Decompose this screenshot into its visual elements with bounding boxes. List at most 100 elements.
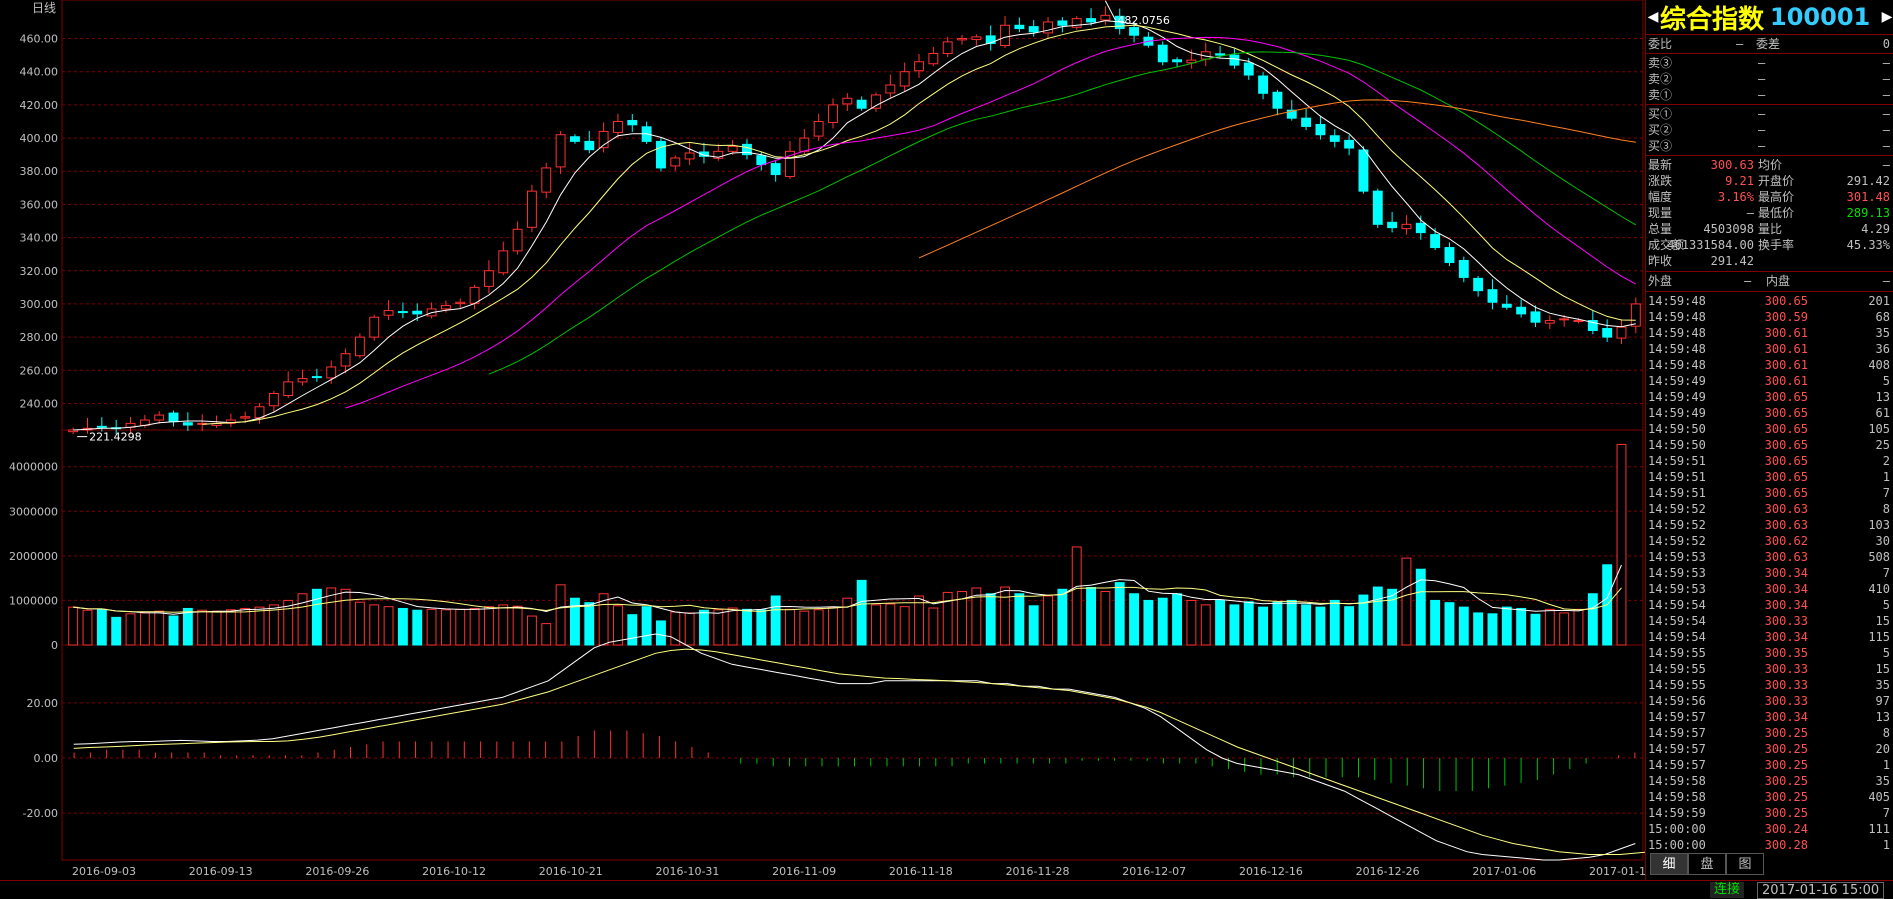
tick-price: 300.33 xyxy=(1764,678,1808,692)
tick-price: 300.34 xyxy=(1764,566,1808,580)
tick-volume: 13 xyxy=(1875,710,1890,724)
next-stock-arrow-icon[interactable]: ▶ xyxy=(1881,9,1893,25)
tick-volume: 103 xyxy=(1868,518,1890,532)
volume-bar xyxy=(1516,607,1527,646)
kline-chart-area[interactable]: 日线 240.00 260.00 280.00 300.00 320.00 340.00 36… xyxy=(0,0,1645,880)
price-tick-label: 300.00 xyxy=(20,298,59,311)
tick-time: 14:59:48 xyxy=(1648,310,1706,324)
volume-bar xyxy=(383,606,394,646)
stock-title-bar: ◀ 综合指数 100001 ▶ xyxy=(1646,0,1893,35)
volume-bar xyxy=(96,608,107,646)
connection-status[interactable]: 连接 xyxy=(1710,882,1745,898)
tick-time: 14:59:51 xyxy=(1648,454,1706,468)
candle-body xyxy=(1430,234,1441,249)
bid-level-price: — xyxy=(1758,107,1766,121)
stat-value: 3.16% xyxy=(1717,190,1754,204)
candle-body xyxy=(727,145,738,152)
neipan-value: — xyxy=(1882,274,1890,288)
weibi-label: 委比 xyxy=(1648,37,1673,51)
volume-bar xyxy=(914,595,924,646)
tab-chart[interactable]: 图 xyxy=(1726,853,1764,875)
tick-row: 14:59:53 300.34 410 xyxy=(1646,581,1893,597)
tick-volume: 410 xyxy=(1868,582,1890,596)
tick-price: 300.34 xyxy=(1764,630,1808,644)
status-datetime: 2017-01-16 15:00 xyxy=(1757,882,1885,899)
tick-time: 14:59:48 xyxy=(1648,342,1706,356)
tick-volume: 61 xyxy=(1875,406,1890,420)
candle-body xyxy=(483,270,494,287)
ma30-line xyxy=(488,51,1637,375)
volume-bar xyxy=(1086,587,1096,646)
candle-body xyxy=(1186,59,1197,64)
volume-bar xyxy=(742,608,752,646)
volume-bar xyxy=(68,606,79,646)
candle-body xyxy=(1043,21,1053,34)
volume-bar xyxy=(283,599,294,646)
candle-body xyxy=(1329,135,1340,142)
volume-bar xyxy=(1501,606,1512,646)
volume-bar xyxy=(111,616,122,646)
candle-body xyxy=(1157,44,1168,63)
volume-bar xyxy=(684,612,695,646)
tick-time: 14:59:53 xyxy=(1648,566,1706,580)
tick-price: 300.25 xyxy=(1764,758,1808,772)
candle-body xyxy=(1587,320,1598,331)
tick-volume: 15 xyxy=(1875,614,1890,628)
candle-body xyxy=(1286,109,1297,119)
tick-time: 14:59:57 xyxy=(1648,726,1706,740)
volume-bar xyxy=(598,593,609,646)
prev-stock-arrow-icon[interactable]: ◀ xyxy=(1647,9,1659,25)
status-bar: 连接 2017-01-16 15:00 xyxy=(0,880,1893,899)
volume-bar xyxy=(412,609,423,646)
waipan-label: 外盘 xyxy=(1648,274,1673,288)
tick-volume: 97 xyxy=(1875,694,1890,708)
tick-row: 14:59:55 300.33 15 xyxy=(1646,661,1893,677)
tick-price: 300.33 xyxy=(1764,694,1808,708)
date-axis-label: 2016-12-26 xyxy=(1356,865,1420,878)
tick-price: 300.65 xyxy=(1764,470,1808,484)
candle-body xyxy=(756,155,767,166)
stat-value: 291.42 xyxy=(1846,174,1890,188)
tick-time: 14:59:48 xyxy=(1648,358,1706,372)
volume-bar xyxy=(1587,593,1598,646)
ask-level-volume: — xyxy=(1882,72,1890,86)
candle-body xyxy=(584,140,595,151)
stat-value: 4.29 xyxy=(1861,222,1890,236)
tab-detail[interactable]: 细 xyxy=(1650,853,1688,875)
volume-bar xyxy=(1530,613,1541,646)
price-tick-label: 440.00 xyxy=(20,66,59,79)
volume-bar xyxy=(813,609,824,646)
volume-tick-label: 4000000 xyxy=(9,461,58,474)
stat-label: 最新 xyxy=(1648,158,1673,172)
volume-bar xyxy=(1028,605,1039,646)
tick-volume: 5 xyxy=(1882,598,1890,612)
candle-body xyxy=(656,140,666,169)
price-tick-label: 420.00 xyxy=(20,99,59,112)
candle-body xyxy=(1229,54,1240,66)
volume-bar xyxy=(182,607,193,646)
candle-body xyxy=(1530,311,1541,323)
tick-volume: 7 xyxy=(1882,806,1890,820)
stat-label: 昨收 xyxy=(1648,254,1673,268)
ma10-line xyxy=(202,24,1636,425)
candle-body xyxy=(670,157,681,167)
tick-volume: 36 xyxy=(1875,342,1890,356)
volume-bar xyxy=(985,593,996,646)
tick-row: 14:59:52 300.63 8 xyxy=(1646,501,1893,517)
neipan-label: 内盘 xyxy=(1766,274,1791,288)
candle-body xyxy=(326,366,337,379)
candle-body xyxy=(942,41,953,54)
candle-body xyxy=(569,136,580,142)
candle-body xyxy=(1057,20,1068,26)
tick-price: 300.61 xyxy=(1764,358,1808,372)
volume-bar xyxy=(125,613,136,646)
volume-tick-label: 0 xyxy=(51,639,58,652)
tab-book[interactable]: 盘 xyxy=(1688,853,1726,875)
kline-chart[interactable]: 日线 240.00 260.00 280.00 300.00 320.00 340.00 36… xyxy=(0,0,1645,880)
tick-row: 14:59:54 300.34 115 xyxy=(1646,629,1893,645)
stat-value: — xyxy=(1882,158,1890,172)
tick-volume: 35 xyxy=(1875,326,1890,340)
candle-body xyxy=(856,99,867,109)
tick-price: 300.61 xyxy=(1764,374,1808,388)
candle-body xyxy=(297,378,308,383)
